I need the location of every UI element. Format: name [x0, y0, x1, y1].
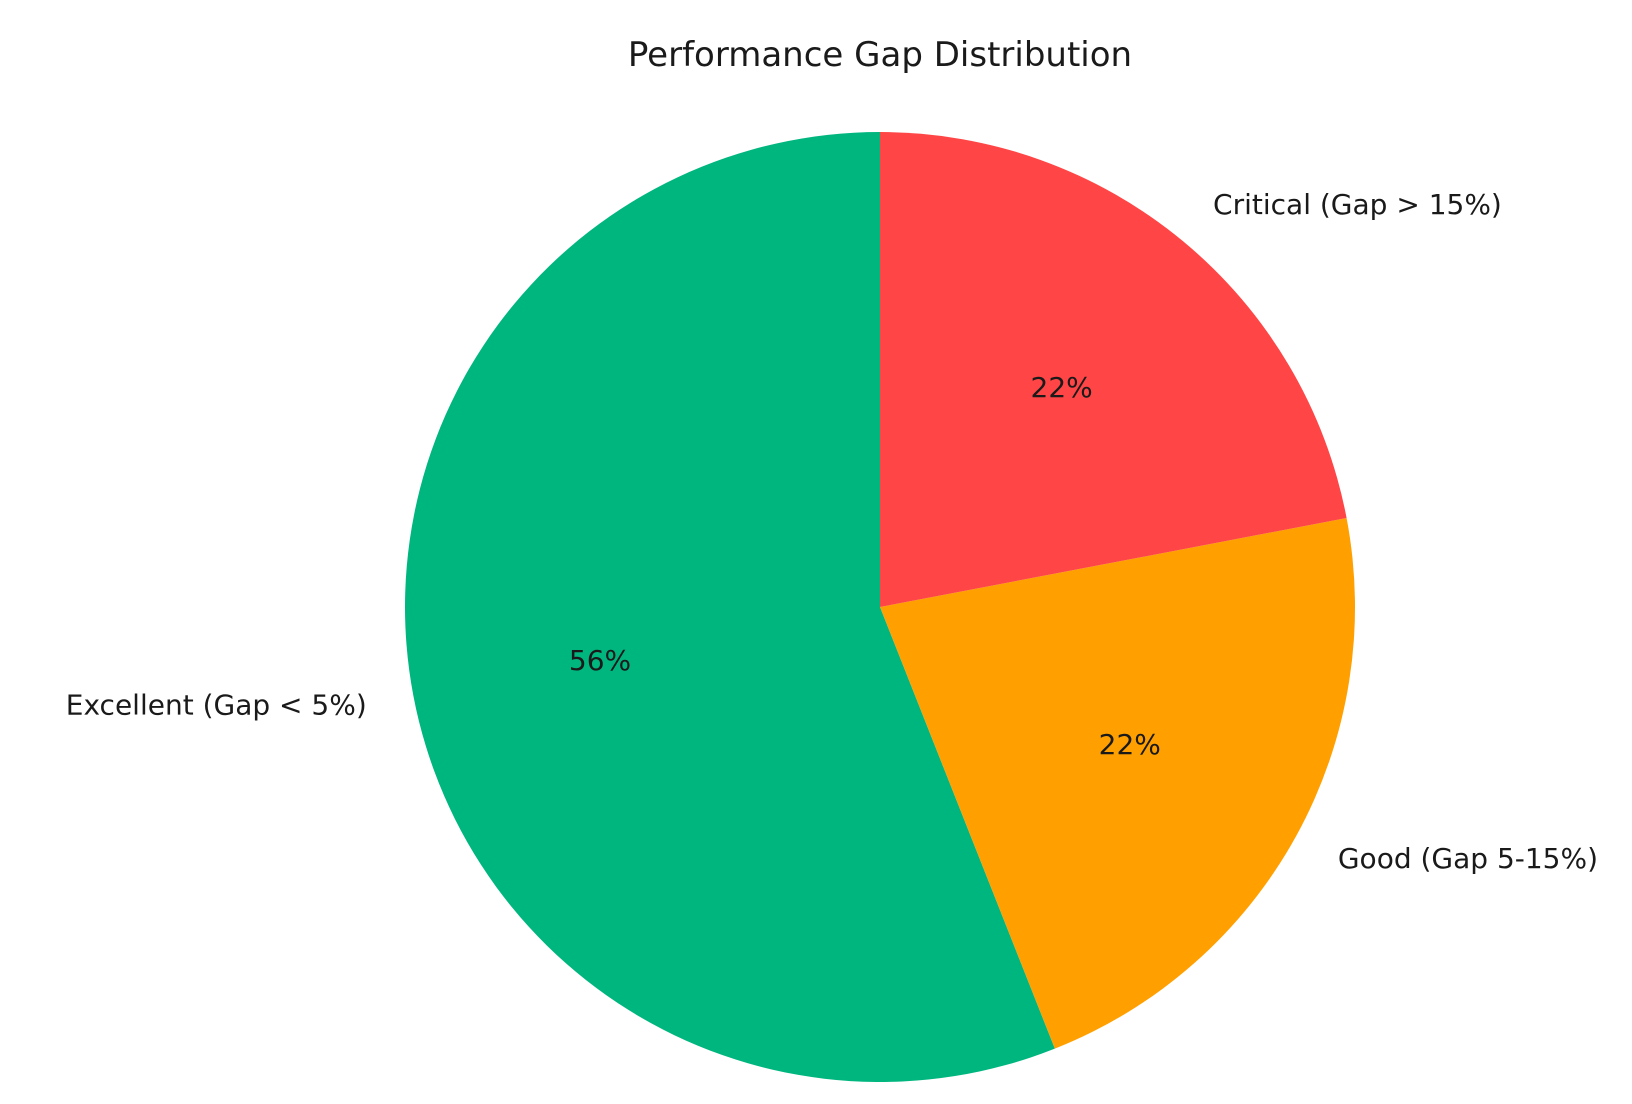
pie-slice-critical	[880, 132, 1347, 607]
pie-slice-good	[880, 517, 1355, 1049]
percentage-labels: 56% 22% 22%	[569, 371, 1161, 761]
percentage-label: 22%	[1031, 371, 1093, 404]
percentage-label: 56%	[569, 644, 631, 677]
slice-label: Critical (Gap > 15%)	[1213, 188, 1502, 221]
pie-slice-excellent	[404, 132, 1055, 1082]
percentage-label: 22%	[1099, 728, 1161, 761]
pie-slices	[404, 132, 1355, 1082]
slice-labels: Excellent (Gap < 5%) Good (Gap 5-15%) Crit…	[66, 188, 1598, 875]
chart-title: Performance Gap Distribution	[628, 35, 1132, 75]
slice-label: Excellent (Gap < 5%)	[66, 688, 367, 721]
slice-label: Good (Gap 5-15%)	[1338, 842, 1598, 875]
